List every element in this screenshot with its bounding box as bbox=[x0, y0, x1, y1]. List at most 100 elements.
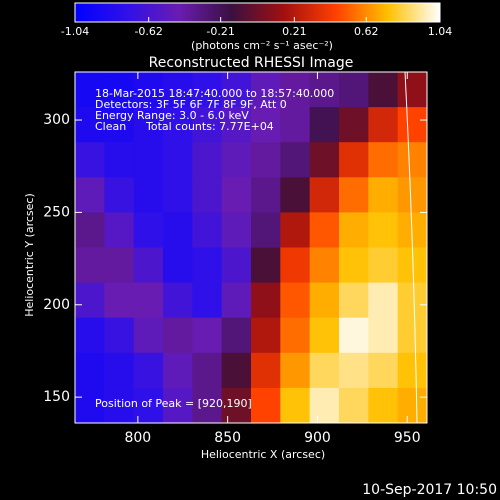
heatmap-cell bbox=[221, 72, 252, 108]
heatmap-cell bbox=[163, 317, 193, 354]
heatmap-cell bbox=[163, 107, 193, 143]
heatmap-cell bbox=[133, 107, 164, 143]
heatmap-cell bbox=[339, 107, 369, 143]
heatmap-cell bbox=[368, 107, 399, 143]
heatmap-cell bbox=[339, 212, 369, 248]
heatmap-cell bbox=[104, 212, 135, 248]
colorbar-tick-label: -0.21 bbox=[206, 25, 234, 38]
chart-title: Reconstructed RHESSI Image bbox=[149, 55, 354, 71]
x-axis-label: Heliocentric X (arcsec) bbox=[201, 448, 325, 461]
heatmap-cell bbox=[309, 352, 340, 389]
heatmap-cell bbox=[309, 282, 340, 319]
x-tick-label: 900 bbox=[304, 430, 331, 446]
heatmap-cell bbox=[251, 247, 281, 284]
heatmap-cell bbox=[251, 72, 281, 108]
heatmap-cell bbox=[339, 72, 369, 108]
heatmap-cell bbox=[104, 317, 135, 354]
x-tick-label: 800 bbox=[124, 430, 151, 446]
heatmap-cell bbox=[280, 177, 311, 213]
heatmap-cell bbox=[192, 247, 223, 284]
heatmap-cell bbox=[75, 317, 105, 354]
heatmap-cell bbox=[163, 247, 193, 284]
heatmap-cell bbox=[192, 212, 223, 248]
heatmap-cell bbox=[104, 177, 135, 213]
heatmap-cell bbox=[251, 107, 281, 143]
heatmap-cell bbox=[75, 282, 105, 319]
heatmap-cell bbox=[339, 177, 369, 213]
heatmap-cell bbox=[163, 177, 193, 213]
heatmap-cell bbox=[133, 72, 164, 108]
plot-frame bbox=[74, 71, 428, 424]
heatmap-cell bbox=[339, 247, 369, 284]
heatmap-cell bbox=[368, 142, 399, 178]
heatmap-cell bbox=[251, 212, 281, 248]
y-tick-label: 300 bbox=[43, 112, 70, 128]
heatmap-cell bbox=[397, 107, 428, 143]
annotation: 18-Mar-2015 18:47:40.000 to 18:57:40.000 bbox=[95, 87, 334, 100]
heatmap-cell bbox=[251, 387, 281, 424]
heatmap-cell bbox=[368, 317, 399, 354]
heatmap-cell bbox=[192, 352, 223, 389]
heatmap-cell bbox=[221, 247, 252, 284]
heatmap-cell bbox=[192, 177, 223, 213]
heatmap-cell bbox=[339, 142, 369, 178]
heatmap-cell bbox=[75, 177, 105, 213]
colorbar bbox=[74, 2, 441, 23]
y-axis-label: Heliocentric Y (arcsec) bbox=[23, 193, 36, 317]
annotation: Clean bbox=[95, 120, 126, 133]
heatmap-cell bbox=[368, 72, 399, 108]
heatmap-cell bbox=[397, 352, 428, 389]
heatmap-cell bbox=[397, 282, 428, 319]
heatmap-cell bbox=[251, 317, 281, 354]
heatmap-cell bbox=[163, 142, 193, 178]
heatmap-cell bbox=[75, 107, 105, 143]
heatmap-cell bbox=[133, 247, 164, 284]
heatmap-cell bbox=[221, 282, 252, 319]
heatmap-cell bbox=[221, 177, 252, 213]
heatmap-cell bbox=[368, 177, 399, 213]
heatmap-cell bbox=[221, 387, 252, 424]
colorbar-tick-label: 0.62 bbox=[354, 25, 379, 38]
heatmap-cell bbox=[104, 387, 135, 424]
heatmap-cell bbox=[163, 72, 193, 108]
heatmap-cell bbox=[163, 212, 193, 248]
heatmap-cell bbox=[368, 282, 399, 319]
heatmap-cell bbox=[397, 177, 428, 213]
y-tick-label: 250 bbox=[43, 204, 70, 220]
heatmap-cell bbox=[192, 142, 223, 178]
heatmap-cell bbox=[280, 212, 311, 248]
heatmap-cell bbox=[163, 352, 193, 389]
heatmap bbox=[75, 72, 428, 424]
heatmap-cell bbox=[251, 282, 281, 319]
heatmap-cell bbox=[309, 107, 340, 143]
heatmap-cell bbox=[339, 387, 369, 424]
heatmap-cell bbox=[221, 142, 252, 178]
annotation: Energy Range: 3.0 - 6.0 keV bbox=[95, 109, 249, 122]
heatmap-cell bbox=[192, 387, 223, 424]
y-tick-label: 150 bbox=[43, 389, 70, 405]
heatmap-cell bbox=[133, 142, 164, 178]
heatmap-cell bbox=[397, 317, 428, 354]
heatmap-cell bbox=[75, 352, 105, 389]
heatmap-cell bbox=[397, 142, 428, 178]
x-tick-label: 950 bbox=[394, 430, 421, 446]
heatmap-cell bbox=[280, 72, 311, 108]
heatmap-cell bbox=[133, 387, 164, 424]
heatmap-cell bbox=[133, 177, 164, 213]
heatmap-cell bbox=[368, 387, 399, 424]
footer: 10-Sep-2017 10:50 bbox=[362, 482, 497, 498]
heatmap-cell bbox=[397, 72, 428, 108]
heatmap-cell bbox=[192, 317, 223, 354]
heatmap-cell bbox=[309, 247, 340, 284]
heatmap-cell bbox=[133, 212, 164, 248]
heatmap-cell bbox=[251, 177, 281, 213]
y-tick-label: 200 bbox=[43, 297, 70, 313]
annotation: Detectors: 3F 5F 6F 7F 8F 9F, Att 0 bbox=[95, 98, 287, 111]
heatmap-cell bbox=[221, 317, 252, 354]
heatmap-cell bbox=[309, 177, 340, 213]
heatmap-cell bbox=[368, 247, 399, 284]
colorbar-tick-label: -1.04 bbox=[61, 25, 89, 38]
heatmap-cell bbox=[339, 282, 369, 319]
heatmap-cell bbox=[309, 387, 340, 424]
